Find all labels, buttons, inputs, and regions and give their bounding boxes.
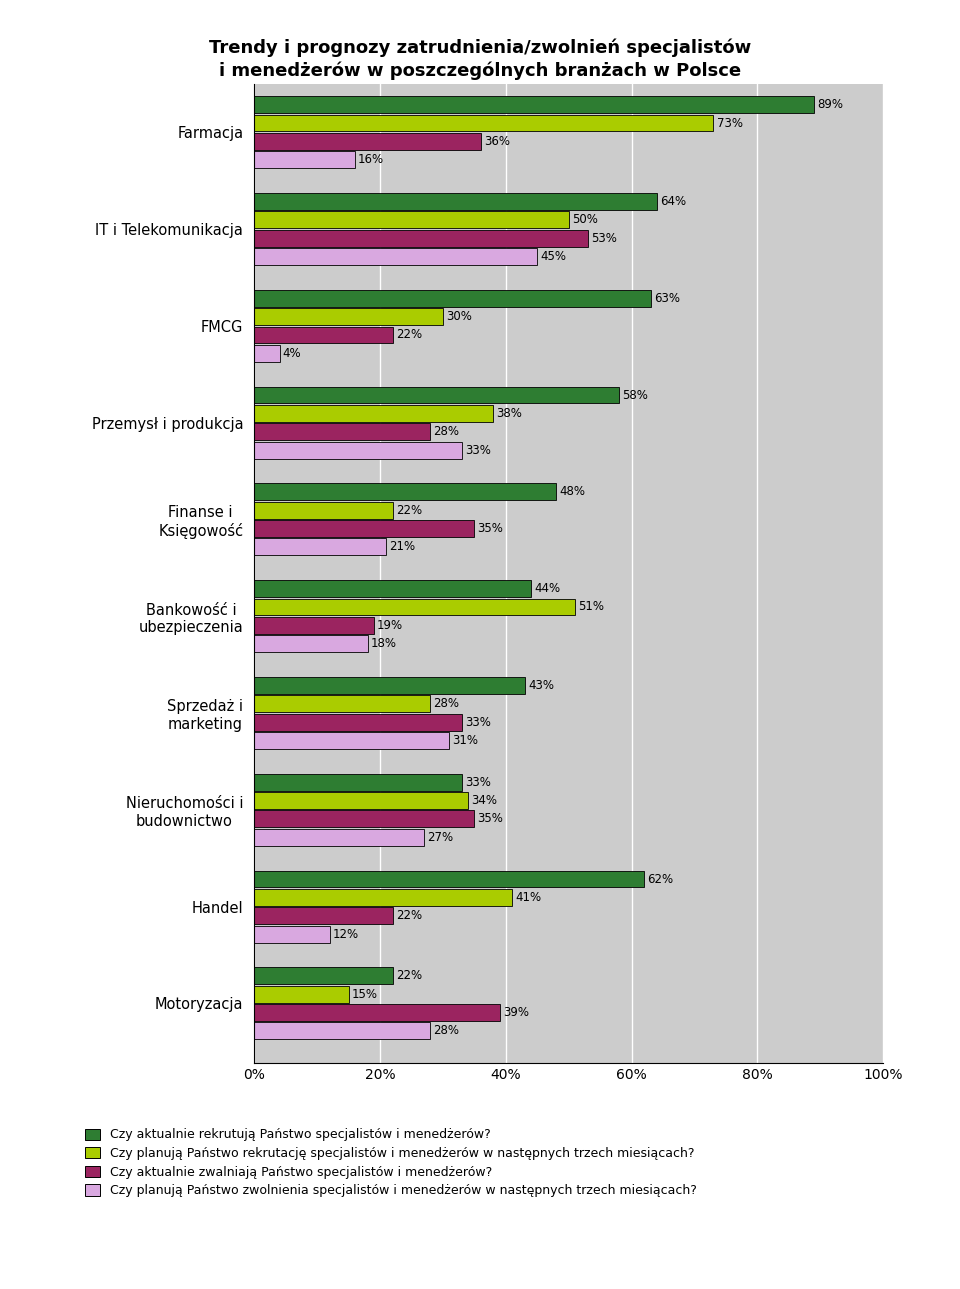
Bar bbox=[254, 423, 430, 441]
Text: 15%: 15% bbox=[352, 987, 378, 1000]
Text: 28%: 28% bbox=[434, 697, 460, 710]
Bar bbox=[254, 811, 474, 828]
Bar bbox=[254, 967, 393, 985]
Bar bbox=[254, 889, 513, 906]
Text: 45%: 45% bbox=[540, 250, 566, 263]
Text: 51%: 51% bbox=[578, 601, 604, 614]
Bar bbox=[254, 677, 525, 693]
Bar bbox=[254, 211, 568, 228]
Text: 4%: 4% bbox=[282, 347, 301, 360]
Bar bbox=[254, 97, 814, 113]
Text: 36%: 36% bbox=[484, 135, 510, 148]
Bar bbox=[254, 193, 657, 210]
Bar bbox=[254, 483, 556, 500]
Text: 33%: 33% bbox=[465, 443, 491, 456]
Bar bbox=[254, 870, 644, 887]
Text: 39%: 39% bbox=[503, 1005, 529, 1020]
Bar bbox=[254, 133, 481, 150]
Text: 62%: 62% bbox=[647, 873, 674, 886]
Text: 53%: 53% bbox=[590, 232, 616, 245]
Text: 33%: 33% bbox=[465, 715, 491, 728]
Text: 30%: 30% bbox=[446, 311, 472, 324]
Bar bbox=[254, 617, 373, 634]
Bar bbox=[254, 907, 393, 924]
Text: 34%: 34% bbox=[471, 794, 497, 807]
Text: 22%: 22% bbox=[396, 969, 422, 982]
Bar bbox=[254, 732, 449, 749]
Bar bbox=[254, 1022, 430, 1039]
Text: 28%: 28% bbox=[434, 425, 460, 438]
Bar bbox=[254, 695, 430, 713]
Text: 18%: 18% bbox=[371, 637, 396, 650]
Text: 21%: 21% bbox=[390, 540, 416, 553]
Bar bbox=[254, 829, 424, 846]
Text: 27%: 27% bbox=[427, 831, 453, 844]
Legend: Czy aktualnie rekrutują Państwo specjalistów i menedżerów?, Czy planują Państwo : Czy aktualnie rekrutują Państwo specjali… bbox=[84, 1128, 696, 1197]
Bar bbox=[254, 229, 588, 246]
Bar bbox=[254, 986, 348, 1003]
Text: 58%: 58% bbox=[622, 388, 648, 402]
Text: 50%: 50% bbox=[572, 213, 598, 227]
Text: 22%: 22% bbox=[396, 504, 422, 517]
Text: 28%: 28% bbox=[434, 1025, 460, 1038]
Text: Trendy i prognozy zatrudnienia/zwolnień specjalistów: Trendy i prognozy zatrudnienia/zwolnień … bbox=[209, 39, 751, 57]
Bar bbox=[254, 247, 538, 266]
Bar bbox=[254, 290, 651, 307]
Bar bbox=[254, 308, 444, 325]
Text: 12%: 12% bbox=[333, 928, 359, 941]
Text: i menedżerów w poszczególnych branżach w Polsce: i menedżerów w poszczególnych branżach w… bbox=[219, 62, 741, 80]
Bar bbox=[254, 793, 468, 809]
Bar bbox=[254, 539, 387, 556]
Bar bbox=[254, 115, 713, 131]
Bar bbox=[254, 580, 531, 597]
Bar bbox=[254, 387, 619, 403]
Text: 35%: 35% bbox=[478, 522, 503, 535]
Bar bbox=[254, 501, 393, 518]
Text: 33%: 33% bbox=[465, 776, 491, 789]
Text: 89%: 89% bbox=[817, 98, 843, 111]
Text: 22%: 22% bbox=[396, 909, 422, 922]
Bar bbox=[254, 519, 474, 538]
Bar bbox=[254, 598, 575, 615]
Bar bbox=[254, 151, 355, 168]
Bar bbox=[254, 442, 462, 459]
Text: 22%: 22% bbox=[396, 329, 422, 342]
Text: 43%: 43% bbox=[528, 679, 554, 692]
Bar bbox=[254, 326, 393, 343]
Text: 64%: 64% bbox=[660, 195, 686, 208]
Text: 63%: 63% bbox=[654, 291, 680, 304]
Bar bbox=[254, 714, 462, 731]
Text: 19%: 19% bbox=[377, 619, 403, 632]
Text: 38%: 38% bbox=[496, 407, 522, 420]
Text: 73%: 73% bbox=[716, 116, 743, 129]
Text: 16%: 16% bbox=[358, 153, 384, 166]
Bar bbox=[254, 1004, 499, 1021]
Text: 35%: 35% bbox=[478, 812, 503, 825]
Text: 48%: 48% bbox=[560, 486, 586, 499]
Bar bbox=[254, 926, 330, 942]
Bar bbox=[254, 345, 279, 362]
Text: 44%: 44% bbox=[534, 583, 561, 596]
Bar bbox=[254, 635, 368, 652]
Text: 41%: 41% bbox=[516, 891, 541, 904]
Text: 31%: 31% bbox=[452, 733, 478, 748]
Bar bbox=[254, 773, 462, 790]
Bar bbox=[254, 405, 493, 422]
